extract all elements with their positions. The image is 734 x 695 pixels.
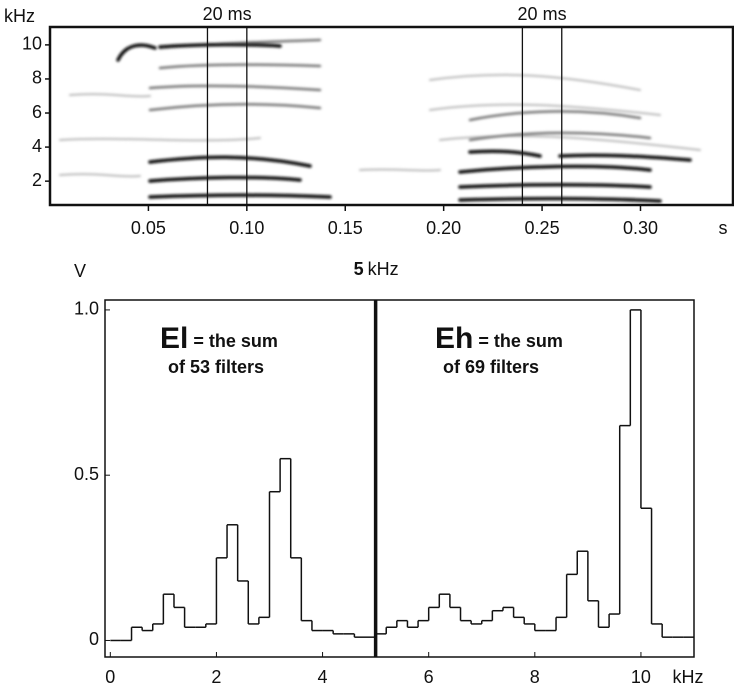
x-tick-label: 0.20 <box>426 218 461 238</box>
noise-stroke <box>429 103 661 116</box>
formant <box>468 131 652 142</box>
y-axis-label: kHz <box>4 6 35 26</box>
y-tick-label: 1.0 <box>74 299 99 319</box>
formant <box>148 84 322 92</box>
formant <box>558 153 692 162</box>
annotation-symbol: Eh <box>435 322 473 355</box>
annotation-symbol: El <box>160 322 188 355</box>
y-axis-label: V <box>74 261 86 281</box>
x-tick-label: 0.25 <box>525 218 560 238</box>
window-label: 20 ms <box>518 4 567 24</box>
plot-frame <box>48 25 734 207</box>
noise-stroke <box>59 173 141 178</box>
x-tick-label: 0.05 <box>131 218 166 238</box>
formant <box>148 103 322 112</box>
noise-stroke <box>69 93 151 98</box>
formant <box>468 110 642 122</box>
x-tick-label: 8 <box>530 667 540 687</box>
y-tick-label: 8 <box>32 68 42 88</box>
y-tick-label: 0 <box>89 629 99 649</box>
formant <box>148 193 332 199</box>
x-tick-label: 0.10 <box>229 218 264 238</box>
y-tick-label: 6 <box>32 102 42 122</box>
spectrogram-texture <box>59 38 701 203</box>
formant <box>458 183 652 189</box>
plot-frame <box>104 299 695 658</box>
formant <box>148 155 312 168</box>
formant <box>158 63 322 70</box>
noise-stroke <box>59 137 261 142</box>
x-tick-label: 0.15 <box>328 218 363 238</box>
divider-unit: kHz <box>368 259 399 279</box>
formant <box>458 164 652 174</box>
x-tick-label: 6 <box>424 667 434 687</box>
y-tick-label: 4 <box>32 136 42 156</box>
y-tick-label: 0.5 <box>74 464 99 484</box>
formant <box>148 175 302 183</box>
y-tick-label: 10 <box>22 34 42 54</box>
window-label: 20 ms <box>203 4 252 24</box>
noise <box>59 73 701 178</box>
x-tick-label: 10 <box>631 667 651 687</box>
formant <box>458 196 662 203</box>
x-tick-label: 4 <box>318 667 328 687</box>
x-tick-label: 2 <box>211 667 221 687</box>
divider-value: 5 <box>354 259 364 279</box>
noise-stroke <box>359 168 441 172</box>
formant <box>468 149 542 158</box>
upper-formants <box>148 38 652 142</box>
lower-formants <box>116 42 692 203</box>
noise-stroke <box>439 134 701 151</box>
formant <box>158 42 282 49</box>
y-tick-label: 2 <box>32 170 42 190</box>
noise-stroke <box>429 73 641 91</box>
x-axis-label: kHz <box>673 667 704 687</box>
x-axis-label: s <box>719 218 728 238</box>
annotation-text: of 53 filters <box>168 357 264 377</box>
formant <box>116 43 157 62</box>
annotation-text: = the sum <box>478 331 563 351</box>
x-tick-label: 0 <box>105 667 115 687</box>
annotation-text: of 69 filters <box>443 357 539 377</box>
x-tick-label: 0.30 <box>623 218 658 238</box>
annotation-text: = the sum <box>193 331 278 351</box>
